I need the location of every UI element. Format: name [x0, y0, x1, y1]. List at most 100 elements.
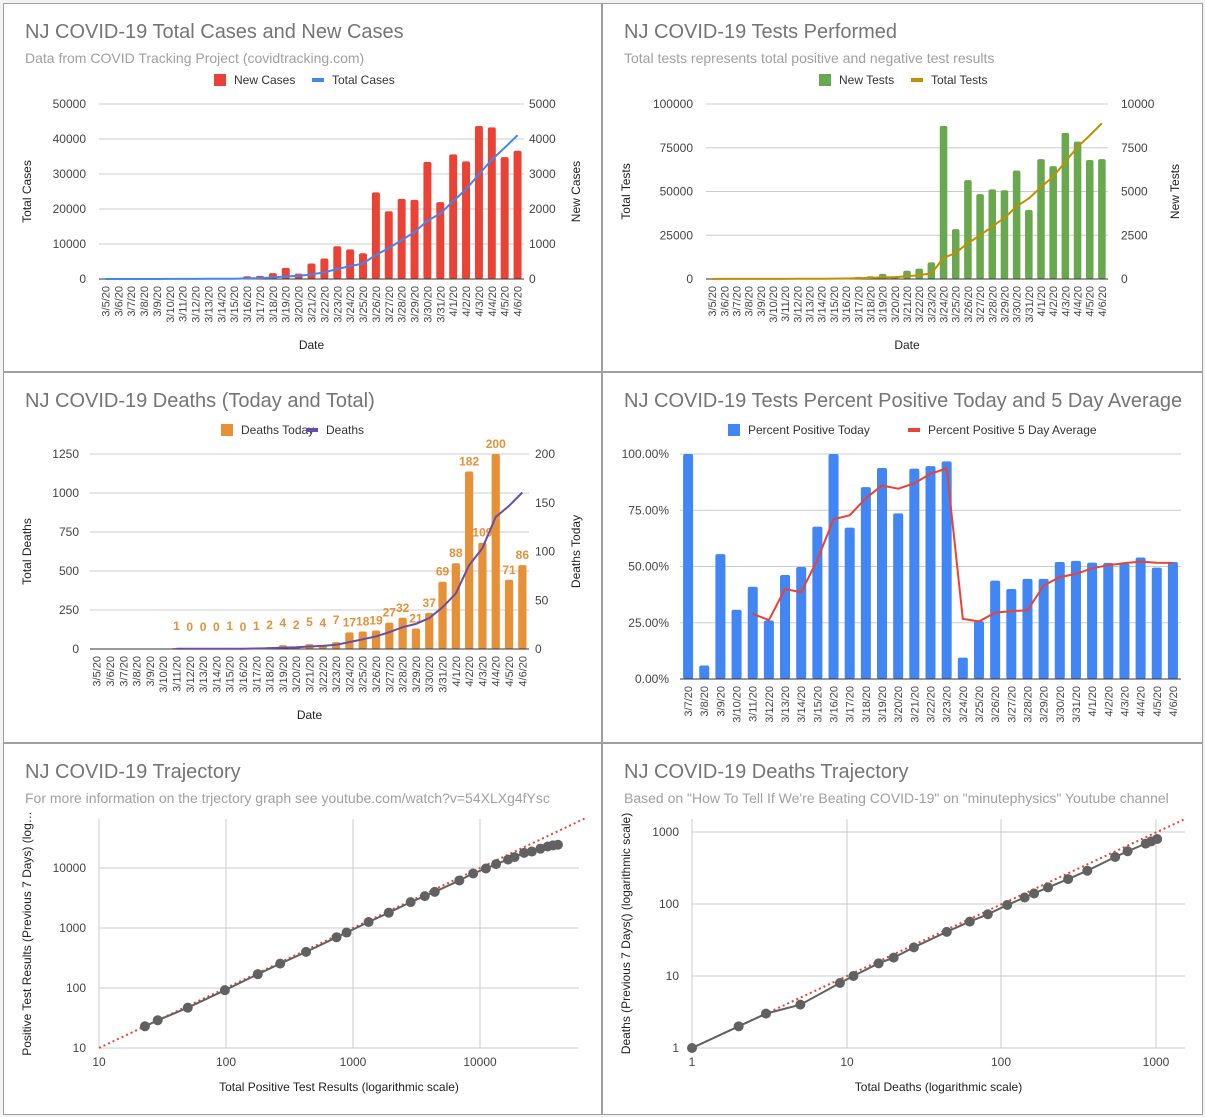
chart-total-cases[interactable]: NJ COVID-19 Total Cases and New Cases Da…	[3, 3, 602, 372]
x-tick-label: 3/23/20	[332, 286, 344, 323]
x-tick-label: 4/6/20	[513, 286, 525, 317]
x-tick-label: 3/13/20	[203, 286, 215, 323]
x-tick-label: 4/5/20	[500, 286, 512, 317]
bar	[513, 150, 522, 279]
bar	[763, 620, 774, 679]
bar	[1135, 557, 1146, 679]
chart-subtitle: Data from COVID Tracking Project (covidt…	[25, 50, 365, 66]
x-tick-label: 3/27/20	[1006, 686, 1018, 723]
bar	[957, 657, 968, 679]
bar	[973, 621, 984, 679]
bar-data-label: 182	[459, 455, 479, 469]
x-tick-label: 4/1/20	[1087, 686, 1099, 717]
x-tick-label: 3/25/20	[951, 286, 963, 323]
series-line	[712, 122, 1103, 280]
data-point	[1122, 846, 1133, 857]
chart-svg: 10 100 1000 10000 10 100 1000 10000 Total Positi…	[20, 811, 588, 1094]
legend-label: Percent Positive 5 Day Average	[928, 423, 1097, 437]
x-tick-label: 1000	[1143, 1055, 1170, 1069]
x-tick-label: 3/12/20	[185, 656, 197, 693]
bar-data-label: 19	[369, 613, 383, 627]
x-tick-label: 4/2/20	[461, 286, 473, 317]
data-point	[687, 1043, 697, 1053]
x-tick-label: 4/3/20	[1060, 286, 1072, 317]
data-point	[908, 942, 919, 953]
data-point	[331, 932, 342, 943]
x-axis-title: Total Deaths (logarithmic scale)	[855, 1080, 1022, 1094]
x-tick-label: 3/15/20	[229, 286, 241, 323]
x-tick-label: 3/30/20	[424, 656, 436, 693]
x-tick-label: 3/25/20	[358, 656, 370, 693]
bar	[903, 270, 911, 279]
chart-tests-performed[interactable]: NJ COVID-19 Tests Performed Total tests …	[602, 3, 1203, 372]
bar	[465, 471, 474, 649]
y-axis-title: Positive Test Results (Previous 7 Days) …	[20, 811, 34, 1056]
chart-percent-positive[interactable]: NJ COVID-19 Tests Percent Positive Today…	[602, 372, 1203, 743]
bar-data-label: 0	[186, 620, 193, 634]
data-point	[873, 958, 884, 969]
y-tick-label-left: 50000	[660, 185, 694, 199]
x-tick-label: 3/7/20	[731, 286, 743, 317]
bar	[1038, 578, 1049, 679]
bar	[425, 612, 434, 649]
bar	[1098, 159, 1106, 279]
data-point	[252, 969, 263, 980]
bar-data-label: 27	[383, 606, 397, 620]
bar	[491, 454, 500, 649]
bar	[384, 211, 393, 279]
legend-label: Percent Positive Today	[748, 423, 870, 437]
x-tick-label: 3/23/20	[942, 686, 954, 723]
x-tick-label: 4/2/20	[1103, 686, 1115, 717]
y-tick-label-right: 0	[535, 642, 542, 656]
x-tick-label: 4/1/20	[448, 286, 460, 317]
legend-swatch-bar	[221, 424, 233, 436]
y-tick-label-left: 0	[72, 642, 79, 656]
legend-label: New Tests	[839, 73, 894, 87]
chart-deaths-trajectory[interactable]: NJ COVID-19 Deaths Trajectory Based on "…	[602, 743, 1203, 1115]
x-tick-label: 3/20/20	[893, 686, 905, 723]
data-point	[454, 875, 465, 886]
bar	[1103, 562, 1114, 679]
y-tick-label-right: 200	[535, 447, 555, 461]
bar	[1119, 563, 1130, 679]
legend-swatch-bar	[728, 424, 740, 436]
x-tick-label: 3/24/20	[958, 686, 970, 723]
data-point	[301, 946, 312, 957]
data-point	[848, 971, 859, 981]
x-tick-label: 3/10/20	[768, 286, 780, 323]
x-tick-label: 3/23/20	[331, 656, 343, 693]
y-tick-label-left: 0.00%	[635, 672, 669, 686]
x-tick-label: 3/30/20	[1012, 286, 1024, 323]
x-tick-label: 10	[840, 1055, 854, 1069]
y-tick-label-left: 0	[686, 272, 693, 286]
x-tick-label: 1	[689, 1055, 696, 1069]
x-tick-label: 3/28/20	[987, 286, 999, 323]
bar-data-label: 32	[396, 601, 410, 615]
chart-trajectory[interactable]: NJ COVID-19 Trajectory For more informat…	[3, 743, 602, 1115]
chart-deaths[interactable]: NJ COVID-19 Deaths (Today and Total) 0 25…	[3, 372, 602, 743]
chart-subtitle: For more information on the trjectory gr…	[25, 790, 550, 806]
y-tick-label-left: 1250	[52, 447, 79, 461]
data-point	[519, 847, 530, 858]
x-tick-label: 3/13/20	[198, 656, 210, 693]
x-tick-label: 3/16/20	[242, 286, 254, 323]
bar	[451, 563, 460, 649]
bar-data-label: 1	[173, 619, 180, 633]
x-axis-title: Date	[299, 338, 325, 352]
bar	[1000, 190, 1009, 279]
y-tick-label: 10	[73, 1041, 87, 1055]
legend-swatch-bar	[214, 74, 226, 86]
bar	[345, 632, 354, 649]
y-tick-label-left: 100.00%	[622, 447, 670, 461]
bar	[1087, 562, 1098, 679]
y-tick-label-right: 50	[535, 593, 549, 607]
x-tick-label: 3/18/20	[265, 656, 277, 693]
x-tick-label: 3/26/20	[963, 286, 975, 323]
y-tick-label-right: 5000	[1121, 185, 1148, 199]
bar	[951, 229, 960, 279]
legend-swatch-line	[908, 428, 920, 432]
data-point	[834, 977, 845, 988]
data-point	[275, 958, 286, 969]
x-tick-label: 3/26/20	[371, 286, 383, 323]
y-axis-title: Deaths (Previous 7 Days() (logarithmic s…	[619, 813, 633, 1054]
